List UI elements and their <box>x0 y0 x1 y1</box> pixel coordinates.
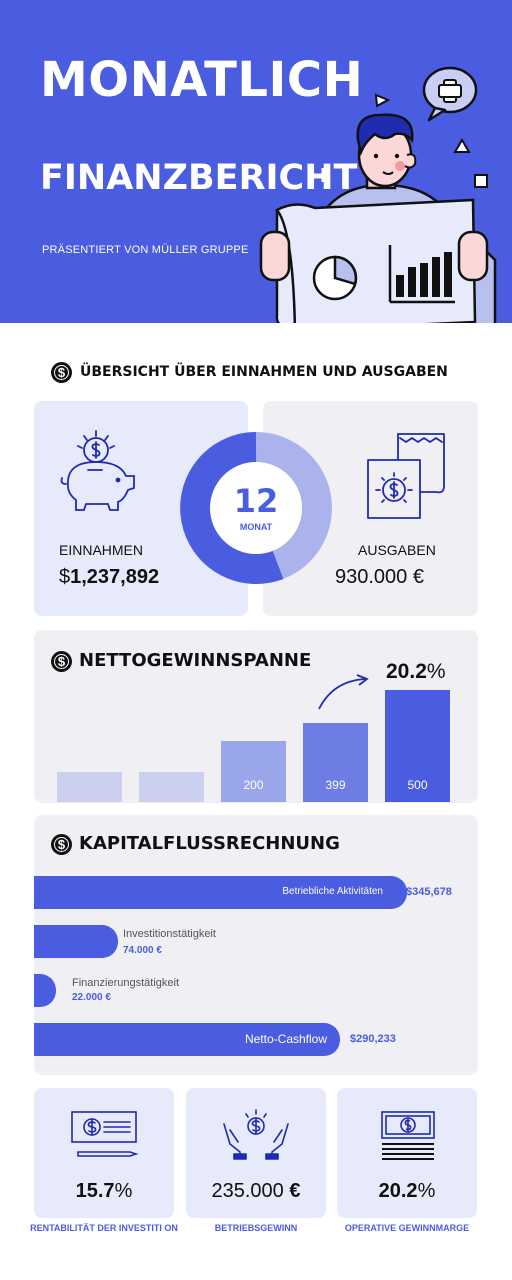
cashflow-bar-investing <box>34 925 118 958</box>
month-donut <box>180 432 332 584</box>
cashflow-label-net: Netto-Cashflow <box>244 1032 327 1046</box>
triangle-icon <box>453 138 471 153</box>
page-subtitle: FINANZBERICHT <box>40 158 358 198</box>
dollar-icon: $ <box>51 651 72 672</box>
kpi-value-roi: 15.7% <box>75 1180 133 1202</box>
presenter-text: PRÄSENTIERT VON MÜLLER GRUPPE <box>42 244 249 256</box>
cashflow-label-investing: Investitionstätigkeit <box>123 928 216 940</box>
piggy-bank-icon <box>60 430 135 511</box>
hands-coin-icon <box>223 1109 289 1160</box>
income-value: $1,237,892 <box>59 566 160 588</box>
net-margin-title: NETTOGEWINNSPANNE <box>79 650 312 671</box>
donut-segment <box>180 432 284 584</box>
dollar-icon: $ <box>51 834 72 855</box>
presenter-illustration <box>259 66 497 323</box>
dollar-icon: $ <box>51 362 72 383</box>
kpi-value-operating-profit: 235.000 € <box>211 1180 301 1202</box>
cashflow-value-investing: 74.000 € <box>123 945 162 956</box>
overview-title: ÜBERSICHT ÜBER EINNAHMEN UND AUSGABEN <box>80 364 448 380</box>
net-margin-percent: 20.2% <box>386 660 446 683</box>
expense-label: AUSGABEN <box>358 542 436 558</box>
cashflow-value-net: $290,233 <box>350 1033 396 1045</box>
kpi-value-operating-margin: 20.2% <box>378 1180 436 1202</box>
kpi-label-roi: RENTABILITÄT DER INVESTITI ON <box>30 1223 178 1233</box>
square-icon <box>474 174 488 188</box>
donut-label: MONAT <box>239 522 273 532</box>
plus-bubble-icon <box>422 66 478 122</box>
cashflow-label-financing: Finanzierungstätigkeit <box>72 977 180 989</box>
donut-number: 12 <box>233 482 279 520</box>
cashflow-label-operating: Betriebliche Aktivitäten <box>282 886 383 897</box>
header-banner: MONATLICH FINANZBERICHT PRÄSENTIERT VON … <box>0 0 512 323</box>
expense-value: 930.000 € <box>335 566 424 588</box>
kpi-card-roi <box>34 1088 174 1218</box>
trend-arrow-icon <box>318 674 369 710</box>
cashflow-bar-financing <box>34 974 56 1007</box>
income-label: EINNAHMEN <box>59 542 144 558</box>
triangle-icon <box>374 93 391 108</box>
cashflow-value-operating: $345,678 <box>406 886 452 898</box>
cashflow-bar-net <box>34 1023 340 1056</box>
page-title: MONATLICH <box>40 52 364 108</box>
cashflow-value-financing: 22.000 € <box>72 992 111 1003</box>
kpi-label-operating-margin: OPERATIVE GEWINNMARGE <box>344 1223 470 1233</box>
kpi-label-operating-profit: BETRIEBSGEWINN <box>214 1223 298 1233</box>
check-icon <box>71 1111 139 1157</box>
receipt-icon <box>367 433 445 519</box>
capital-flow-title: KAPITALFLUSSRECHNUNG <box>79 833 340 854</box>
cash-stack-icon <box>381 1111 435 1160</box>
cashflow-bar-operating <box>34 876 407 909</box>
